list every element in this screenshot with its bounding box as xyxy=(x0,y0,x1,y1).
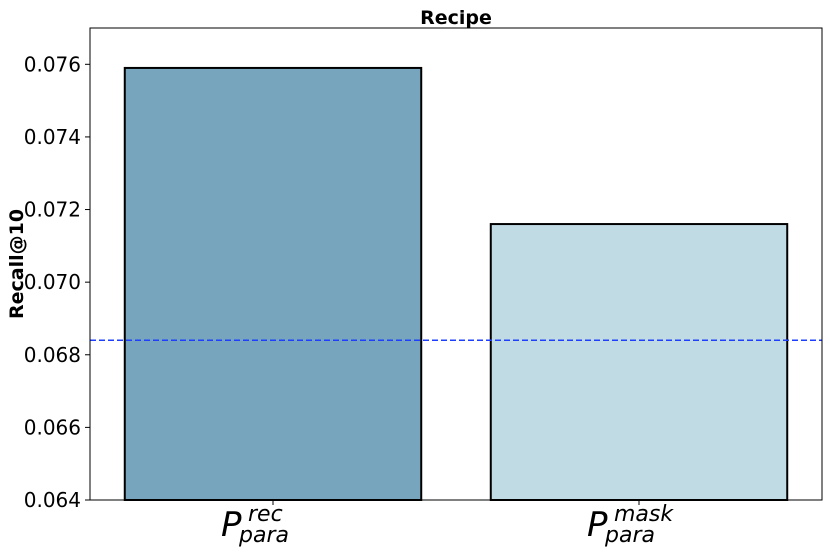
y-ticks-group: 0.064 0.066 0.068 0.070 0.072 0.074 0.076 xyxy=(24,52,90,512)
plot-frame xyxy=(89,27,823,501)
x-tick-label-sub-1: para xyxy=(604,523,655,548)
y-tick-label-4: 0.072 xyxy=(24,198,81,222)
bar-1 xyxy=(489,223,789,502)
x-tick-label-sup-0: rec xyxy=(248,502,283,527)
bars-group xyxy=(123,66,789,502)
y-tick-label-5: 0.074 xyxy=(24,125,81,149)
y-tick-label-1: 0.066 xyxy=(24,415,81,439)
chart-title: Recipe xyxy=(420,7,492,29)
bar-0 xyxy=(123,66,423,501)
x-tick-label-main-0: P xyxy=(221,505,242,545)
x-tick-label-main-1: P xyxy=(587,505,608,545)
y-tick-label-0: 0.064 xyxy=(24,488,81,512)
y-tick-label-6: 0.076 xyxy=(24,52,81,76)
y-tick-label-2: 0.068 xyxy=(24,343,81,367)
x-tick-label-sub-0: para xyxy=(238,523,289,548)
y-axis-label: Recall@10 xyxy=(6,209,28,319)
x-tick-label-sup-1: mask xyxy=(614,502,674,527)
y-tick-label-3: 0.070 xyxy=(24,270,81,294)
